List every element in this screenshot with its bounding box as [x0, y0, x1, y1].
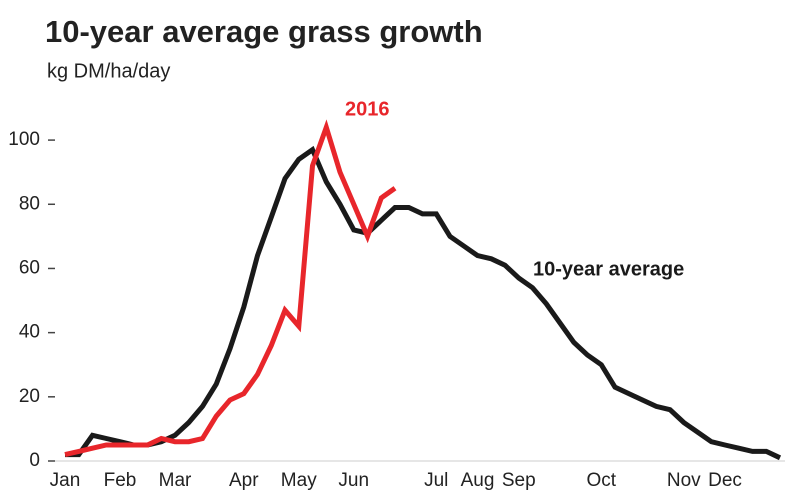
x-tick-label: Nov	[667, 470, 701, 491]
x-tick-label: Apr	[229, 470, 259, 491]
series-label: 10-year average	[533, 258, 684, 280]
x-tick-label: Oct	[586, 470, 616, 491]
y-tick-label: 20	[19, 386, 40, 407]
y-tick-label: 100	[8, 129, 40, 150]
x-tick-label: Mar	[159, 470, 192, 491]
y-tick-label: 80	[19, 193, 40, 214]
x-tick-label: Dec	[708, 470, 742, 491]
series-line	[65, 145, 782, 461]
y-tick-label: 60	[19, 257, 40, 278]
series-label: 2016	[345, 98, 390, 120]
chart-title: 10-year average grass growth	[45, 14, 483, 49]
x-tick-label: Jan	[50, 470, 81, 491]
y-tick-label: 0	[29, 450, 40, 471]
x-tick-label: May	[281, 470, 317, 491]
x-tick-label: Aug	[461, 470, 495, 491]
x-tick-label: Jun	[338, 470, 369, 491]
y-tick-label: 40	[19, 322, 40, 343]
x-tick-label: Jul	[424, 470, 448, 491]
x-tick-label: Feb	[104, 470, 137, 491]
x-tick-label: Sep	[502, 470, 536, 491]
chart-subtitle: kg DM/ha/day	[47, 60, 170, 82]
series-line	[64, 119, 397, 458]
